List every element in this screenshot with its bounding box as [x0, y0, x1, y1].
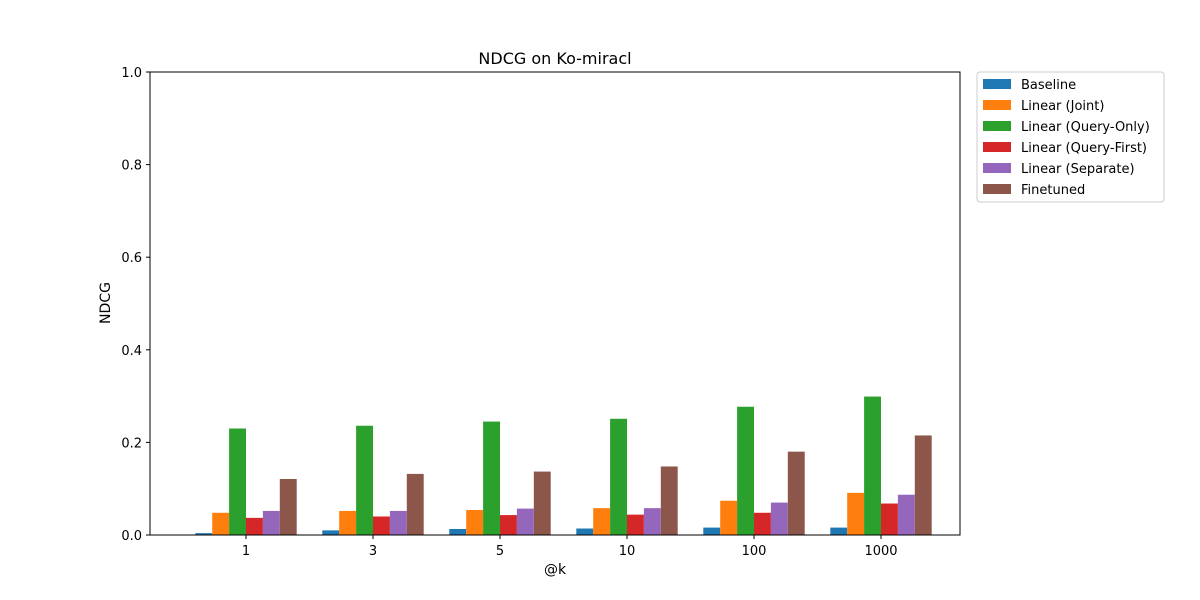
y-tick-label-5: 1.0 — [121, 66, 142, 81]
y-tick-label-3: 0.6 — [121, 251, 142, 266]
bar-0-0 — [195, 533, 213, 535]
legend-label-0: Baseline — [1021, 78, 1076, 93]
bar-0-2 — [449, 528, 467, 535]
y-axis: 0.0 0.2 0.4 0.6 0.8 1.0 — [121, 66, 150, 544]
bar-0-5 — [830, 527, 848, 535]
bar-3-4 — [754, 512, 771, 535]
bar-3-5 — [881, 503, 898, 535]
x-tick-label-1: 3 — [369, 544, 377, 559]
bar-2-1 — [356, 425, 373, 535]
legend-swatch-1 — [983, 100, 1011, 110]
legend-swatch-5 — [983, 184, 1011, 194]
bars — [195, 396, 932, 535]
x-axis-label: @k — [544, 562, 567, 578]
legend-label-3: Linear (Query-First) — [1021, 141, 1147, 156]
y-tick-label-4: 0.8 — [121, 159, 142, 174]
legend-label-5: Finetuned — [1021, 183, 1085, 198]
bar-2-4 — [737, 406, 754, 535]
bar-0-4 — [703, 527, 721, 535]
y-axis-label: NDCG — [98, 282, 114, 324]
bar-3-0 — [246, 517, 263, 535]
chart-title: NDCG on Ko-miracl — [478, 49, 631, 68]
y-tick-label-2: 0.4 — [121, 344, 142, 359]
bar-1-2 — [466, 509, 484, 535]
bar-3-3 — [627, 514, 644, 535]
legend-swatch-4 — [983, 163, 1011, 173]
bar-5-3 — [660, 466, 678, 535]
y-tick-label-0: 0.0 — [121, 529, 142, 544]
bar-2-3 — [610, 418, 627, 535]
x-tick-label-3: 10 — [619, 544, 636, 559]
legend-swatch-3 — [983, 142, 1011, 152]
legend-swatch-2 — [983, 121, 1011, 131]
bar-4-0 — [262, 510, 280, 535]
bar-3-1 — [373, 516, 390, 535]
bar-5-4 — [787, 451, 805, 535]
bar-4-4 — [770, 502, 788, 535]
bar-2-5 — [864, 396, 881, 535]
legend-label-1: Linear (Joint) — [1021, 99, 1104, 114]
bar-1-0 — [212, 512, 230, 535]
bar-1-1 — [339, 510, 357, 535]
legend-box — [976, 71, 1165, 203]
x-axis: 1 3 5 10 100 1000 — [242, 535, 898, 559]
bar-5-0 — [279, 478, 297, 535]
bar-2-2 — [483, 421, 500, 535]
x-tick-label-4: 100 — [742, 544, 767, 559]
x-tick-label-0: 1 — [242, 544, 250, 559]
bar-1-4 — [720, 500, 738, 535]
plot-frame — [149, 71, 961, 536]
bar-4-5 — [897, 494, 915, 535]
bar-5-2 — [533, 471, 551, 535]
x-tick-label-5: 1000 — [864, 544, 897, 559]
bar-4-2 — [516, 508, 534, 535]
bar-0-3 — [576, 528, 594, 535]
bar-4-1 — [389, 510, 407, 535]
bar-2-0 — [229, 428, 246, 535]
legend-label-4: Linear (Separate) — [1021, 162, 1135, 177]
bar-5-1 — [406, 473, 424, 535]
bar-5-5 — [914, 435, 932, 535]
bar-3-2 — [500, 515, 517, 535]
x-tick-label-2: 5 — [496, 544, 504, 559]
bar-0-1 — [322, 530, 340, 535]
legend: Baseline Linear (Joint) Linear (Query-Only… — [976, 71, 1165, 203]
bar-1-3 — [593, 508, 611, 535]
legend-label-2: Linear (Query-Only) — [1021, 120, 1150, 135]
bar-4-3 — [643, 508, 661, 535]
legend-swatch-0 — [983, 79, 1011, 89]
y-tick-label-1: 0.2 — [121, 436, 142, 451]
bar-1-5 — [847, 492, 865, 535]
